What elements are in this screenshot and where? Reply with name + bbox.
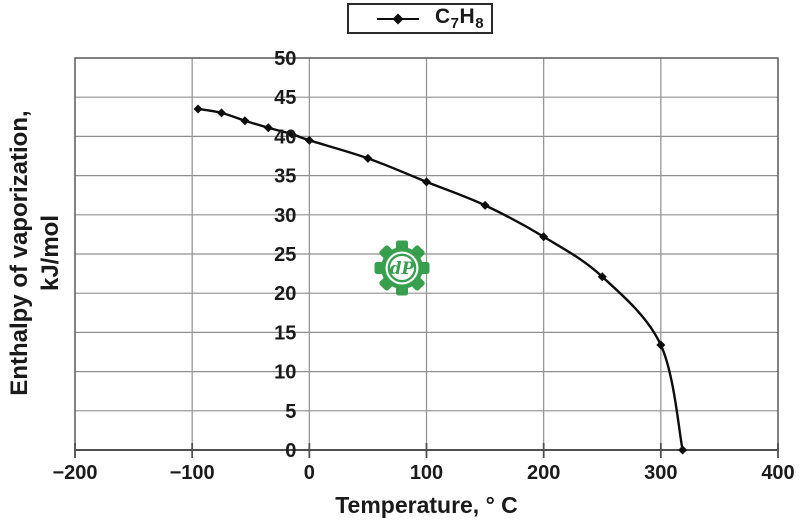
y-tick-label: 40 — [274, 126, 296, 148]
series-line — [197, 107, 684, 451]
x-tick-label: 0 — [304, 462, 315, 484]
x-tick-labels: −200 −100 0 100 200 300 400 — [52, 462, 794, 484]
y-axis-title-line1: Enthalpy of vaporization, — [6, 110, 33, 396]
y-tick-label: 5 — [285, 401, 296, 423]
series-markers — [193, 104, 688, 455]
watermark-monogram: dP — [390, 259, 416, 279]
y-tick-label: 30 — [274, 205, 296, 227]
y-tick-label: 50 — [274, 48, 296, 70]
x-tick-label: 200 — [527, 462, 560, 484]
x-tick-label: 100 — [410, 462, 443, 484]
y-tick-label: 10 — [274, 362, 296, 384]
x-axis — [74, 443, 779, 458]
x-tick-label: 300 — [644, 462, 677, 484]
y-tick-label: 35 — [274, 166, 296, 188]
legend-series-label: C7H8 — [435, 5, 485, 32]
y-axis-title: Enthalpy of vaporization, kJ/mol — [4, 53, 66, 453]
legend-marker-icon — [377, 13, 419, 24]
x-axis-title: Temperature, ° C — [335, 492, 518, 518]
watermark-logo: dP — [374, 240, 430, 296]
y-axis-title-line2: kJ/mol — [37, 214, 64, 292]
y-tick-label: 45 — [274, 87, 296, 109]
x-tick-label: −100 — [170, 462, 215, 484]
y-tick-label: 25 — [274, 244, 296, 266]
y-tick-label: 0 — [285, 440, 296, 462]
x-tick-label: −200 — [52, 462, 97, 484]
y-tick-labels: 0 5 10 15 20 25 30 35 40 45 50 — [274, 48, 296, 462]
x-tick-label: 400 — [761, 462, 794, 484]
gear-icon: dP — [374, 240, 430, 296]
y-tick-label: 15 — [274, 322, 296, 344]
y-tick-label: 20 — [274, 283, 296, 305]
legend: C7H8 — [347, 3, 493, 34]
